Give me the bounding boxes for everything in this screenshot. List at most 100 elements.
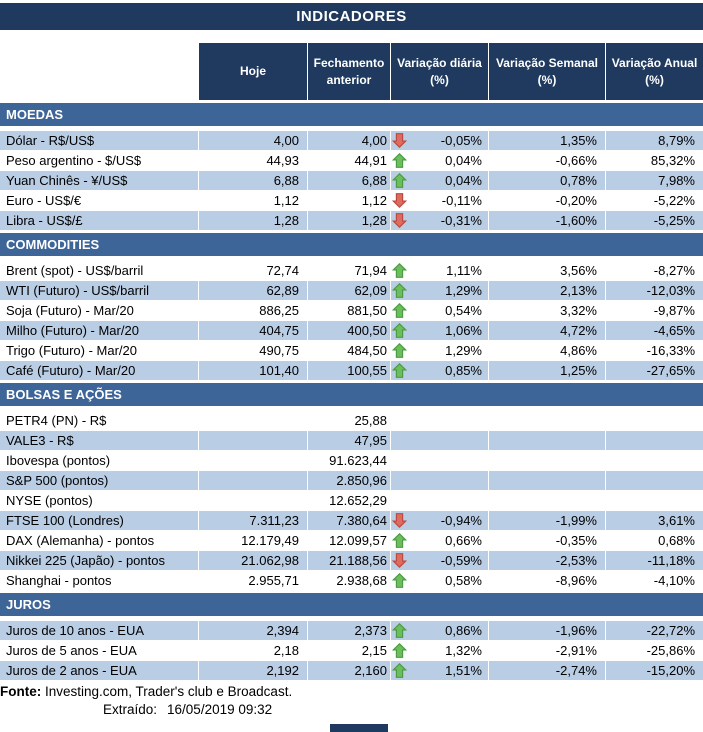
variacao-diaria-value: 0,54% bbox=[445, 303, 482, 318]
variacao-diaria-value: -0,11% bbox=[441, 193, 482, 208]
hoje-value bbox=[199, 471, 307, 490]
hoje-value: 490,75 bbox=[199, 341, 307, 360]
variacao-diaria-cell: 1,32% bbox=[391, 641, 488, 660]
arrow-down-icon bbox=[392, 553, 407, 568]
variacao-anual-value bbox=[606, 471, 703, 490]
variacao-semanal-value bbox=[489, 431, 605, 450]
fechamento-value: 1,28 bbox=[308, 211, 390, 230]
row-label: Juros de 10 anos - EUA bbox=[0, 621, 198, 640]
fechamento-value: 2,15 bbox=[308, 641, 390, 660]
table-row: Dólar - R$/US$ 4,00 4,00 -0,05% 1,35% 8,… bbox=[0, 131, 703, 150]
variacao-diaria-value: 0,85% bbox=[445, 363, 482, 378]
arrow-up-icon bbox=[392, 303, 407, 318]
variacao-anual-value: -16,33% bbox=[606, 341, 703, 360]
variacao-diaria-cell: 0,85% bbox=[391, 361, 488, 380]
table-row: Peso argentino - $/US$ 44,93 44,91 0,04%… bbox=[0, 151, 703, 170]
variacao-diaria-value: 0,04% bbox=[445, 173, 482, 188]
variacao-semanal-value: 4,72% bbox=[489, 321, 605, 340]
fechamento-value: 91.623,44 bbox=[308, 451, 390, 470]
variacao-semanal-value: -2,74% bbox=[489, 661, 605, 680]
hoje-value: 72,74 bbox=[199, 261, 307, 280]
variacao-diaria-cell: 0,66% bbox=[391, 531, 488, 550]
table-row: WTI (Futuro) - US$/barril 62,89 62,09 1,… bbox=[0, 281, 703, 300]
row-label: Soja (Futuro) - Mar/20 bbox=[0, 301, 198, 320]
hoje-value: 2,18 bbox=[199, 641, 307, 660]
variacao-diaria-cell: 1,29% bbox=[391, 281, 488, 300]
hoje-value: 62,89 bbox=[199, 281, 307, 300]
arrow-up-icon bbox=[392, 153, 407, 168]
variacao-diaria-value: -0,94% bbox=[440, 513, 482, 528]
arrow-up-icon bbox=[392, 573, 407, 588]
hoje-value: 21.062,98 bbox=[199, 551, 307, 570]
column-header: Variação diária (%) bbox=[391, 43, 488, 100]
variacao-semanal-value: -1,60% bbox=[489, 211, 605, 230]
fechamento-value: 881,50 bbox=[308, 301, 390, 320]
variacao-anual-value: -4,10% bbox=[606, 571, 703, 590]
row-label: NYSE (pontos) bbox=[0, 491, 198, 510]
table-row: Trigo (Futuro) - Mar/20 490,75 484,50 1,… bbox=[0, 341, 703, 360]
source-label: Fonte: bbox=[0, 684, 42, 699]
variacao-diaria-value: 1,32% bbox=[445, 643, 482, 658]
table-row: Café (Futuro) - Mar/20 101,40 100,55 0,8… bbox=[0, 361, 703, 380]
hoje-value bbox=[199, 431, 307, 450]
fechamento-value: 25,88 bbox=[308, 411, 390, 430]
variacao-anual-value: 8,79% bbox=[606, 131, 703, 150]
variacao-diaria-cell: 0,04% bbox=[391, 171, 488, 190]
variacao-semanal-value: -0,20% bbox=[489, 191, 605, 210]
variacao-diaria-cell: -0,05% bbox=[391, 131, 488, 150]
fechamento-value: 21.188,56 bbox=[308, 551, 390, 570]
arrow-up-icon bbox=[392, 643, 407, 658]
hoje-value bbox=[199, 411, 307, 430]
variacao-diaria-value: -0,05% bbox=[440, 133, 482, 148]
variacao-diaria-cell: -0,94% bbox=[391, 511, 488, 530]
footer: Fonte: Investing.com, Trader's club e Br… bbox=[0, 683, 703, 718]
table-row: VALE3 - R$ 47,95 bbox=[0, 431, 703, 450]
variacao-anual-value bbox=[606, 491, 703, 510]
hoje-value: 7.311,23 bbox=[199, 511, 307, 530]
variacao-anual-value bbox=[606, 411, 703, 430]
variacao-diaria-cell: -0,11% bbox=[391, 191, 488, 210]
row-label: Shanghai - pontos bbox=[0, 571, 198, 590]
variacao-diaria-value: -0,59% bbox=[440, 553, 482, 568]
arrow-down-icon bbox=[392, 133, 407, 148]
variacao-anual-value: -5,22% bbox=[606, 191, 703, 210]
variacao-diaria-cell: -0,59% bbox=[391, 551, 488, 570]
fechamento-value: 400,50 bbox=[308, 321, 390, 340]
variacao-anual-value: -27,65% bbox=[606, 361, 703, 380]
extracted-label: Extraído: bbox=[103, 701, 158, 717]
fechamento-value: 47,95 bbox=[308, 431, 390, 450]
arrow-down-icon bbox=[392, 193, 407, 208]
table-row: Libra - US$/£ 1,28 1,28 -0,31% -1,60% -5… bbox=[0, 211, 703, 230]
variacao-anual-value: 3,61% bbox=[606, 511, 703, 530]
variacao-semanal-value: 1,25% bbox=[489, 361, 605, 380]
row-label: Juros de 2 anos - EUA bbox=[0, 661, 198, 680]
variacao-diaria-cell: 0,86% bbox=[391, 621, 488, 640]
variacao-diaria-value: 0,04% bbox=[445, 153, 482, 168]
fechamento-value: 4,00 bbox=[308, 131, 390, 150]
variacao-semanal-value: 2,13% bbox=[489, 281, 605, 300]
arrow-up-icon bbox=[392, 363, 407, 378]
variacao-diaria-cell bbox=[391, 491, 488, 510]
table-row: FTSE 100 (Londres) 7.311,23 7.380,64 -0,… bbox=[0, 511, 703, 530]
fechamento-value: 100,55 bbox=[308, 361, 390, 380]
row-label: FTSE 100 (Londres) bbox=[0, 511, 198, 530]
fechamento-value: 6,88 bbox=[308, 171, 390, 190]
table-body: MOEDAS Dólar - R$/US$ 4,00 4,00 -0,05% 1… bbox=[0, 103, 703, 680]
variacao-diaria-value: 1,29% bbox=[445, 283, 482, 298]
row-label: Euro - US$/€ bbox=[0, 191, 198, 210]
table-row: Euro - US$/€ 1,12 1,12 -0,11% -0,20% -5,… bbox=[0, 191, 703, 210]
variacao-anual-value: -5,25% bbox=[606, 211, 703, 230]
table-row: Shanghai - pontos 2.955,71 2.938,68 0,58… bbox=[0, 571, 703, 590]
row-label: Café (Futuro) - Mar/20 bbox=[0, 361, 198, 380]
variacao-anual-value: -8,27% bbox=[606, 261, 703, 280]
hoje-value: 12.179,49 bbox=[199, 531, 307, 550]
row-label: Peso argentino - $/US$ bbox=[0, 151, 198, 170]
bottom-partial-bar bbox=[330, 724, 388, 732]
row-label: Juros de 5 anos - EUA bbox=[0, 641, 198, 660]
row-label: Yuan Chinês - ¥/US$ bbox=[0, 171, 198, 190]
row-label: Nikkei 225 (Japão) - pontos bbox=[0, 551, 198, 570]
variacao-anual-value: 7,98% bbox=[606, 171, 703, 190]
variacao-anual-value bbox=[606, 431, 703, 450]
variacao-diaria-cell bbox=[391, 411, 488, 430]
table-row: NYSE (pontos) 12.652,29 bbox=[0, 491, 703, 510]
